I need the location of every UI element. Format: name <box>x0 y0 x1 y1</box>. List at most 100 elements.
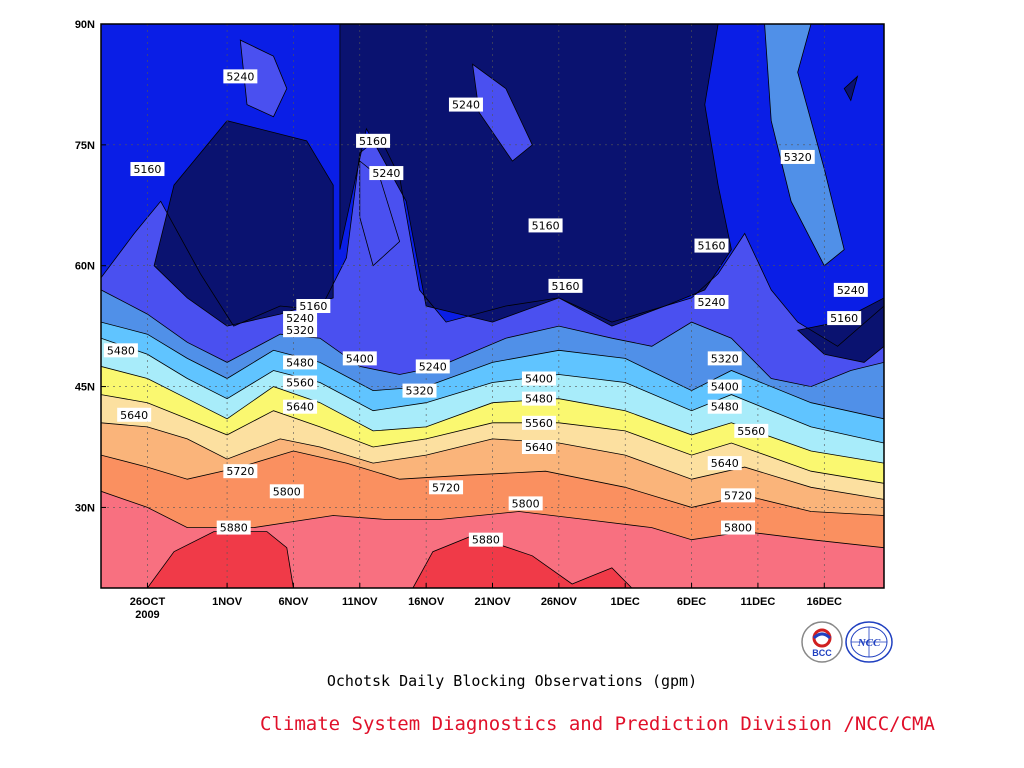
contour-label-box <box>283 399 318 414</box>
contour-label: 5400 <box>521 371 556 386</box>
x-tick-label: 1DEC <box>611 596 640 608</box>
contour-label: 5880 <box>216 520 251 535</box>
contour-label-text: 5640 <box>286 401 314 414</box>
contour-label: 5880 <box>468 532 503 547</box>
contour-label-box <box>283 355 318 370</box>
contour-label-text: 5400 <box>525 373 553 386</box>
contour-label-text: 5720 <box>724 489 752 502</box>
contour-label-box <box>356 133 391 148</box>
contour-label-box <box>548 278 583 293</box>
contour-label: 5160 <box>548 278 583 293</box>
bcc-logo-text: BCC <box>812 648 832 658</box>
y-tick-label: 60N <box>75 261 95 273</box>
contour-label-box <box>707 351 742 366</box>
contour-label: 5160 <box>694 238 729 253</box>
contour-label: 5160 <box>528 218 563 233</box>
contour-label-text: 5560 <box>286 377 314 390</box>
contour-label: 5640 <box>283 399 318 414</box>
ncc-logo: NCC <box>845 621 893 663</box>
contour-label: 5640 <box>707 456 742 471</box>
x-tick-label: 16DEC <box>807 596 843 608</box>
contour-label-box <box>521 415 556 430</box>
contour-line <box>101 136 884 347</box>
contour-label-box <box>130 162 165 177</box>
low-blob <box>153 120 334 327</box>
contour-label-box <box>521 371 556 386</box>
contour-label: 5240 <box>223 69 258 84</box>
contour-label-box <box>283 311 318 326</box>
contour-label-text: 5480 <box>525 393 553 406</box>
contour-label-text: 5160 <box>299 300 327 313</box>
x-tick-label: 16NOV <box>408 596 445 608</box>
ncc-logo-text: NCC <box>857 637 881 649</box>
contour-label: 5160 <box>356 133 391 148</box>
contour-label-text: 5800 <box>724 522 752 535</box>
contour-label: 5720 <box>429 480 464 495</box>
contour-label-text: 5800 <box>273 485 301 498</box>
contour-label-box <box>415 359 450 374</box>
contour-label-box <box>103 343 138 358</box>
contour-label-text: 5400 <box>711 381 739 394</box>
contour-label-box <box>528 218 563 233</box>
contour-label: 5720 <box>223 464 258 479</box>
contour-label: 5720 <box>721 488 756 503</box>
x-tick-label: 11NOV <box>342 596 378 608</box>
contour-label-box <box>833 282 868 297</box>
contour-label-box <box>827 311 862 326</box>
contour-label-text: 5800 <box>512 497 540 510</box>
contour-label-text: 5560 <box>525 417 553 430</box>
contour-label-box <box>216 520 251 535</box>
contour-label-text: 5320 <box>711 352 739 365</box>
contour-label-box <box>283 323 318 338</box>
x-tick-label: 26NOV <box>541 596 578 608</box>
contour-label-text: 5240 <box>372 167 400 180</box>
contour-label-text: 5240 <box>697 296 725 309</box>
contour-label-text: 5560 <box>737 425 765 438</box>
contour-label: 5480 <box>521 391 556 406</box>
contour-label: 5160 <box>296 299 331 313</box>
contour-label-box <box>707 456 742 471</box>
contour-label: 5320 <box>780 149 815 164</box>
contour-label-text: 5320 <box>406 385 434 398</box>
mid-blob <box>239 39 288 118</box>
contour-label-text: 5880 <box>472 534 500 547</box>
y-tick-label: 75N <box>75 140 95 152</box>
contour-label-box <box>283 375 318 390</box>
contour-label-box <box>468 532 503 547</box>
contour-label-box <box>721 520 756 535</box>
contour-label: 5640 <box>117 407 152 422</box>
contour-label-text: 5240 <box>452 99 480 112</box>
contour-label: 5480 <box>283 355 318 370</box>
contour-label-box <box>780 149 815 164</box>
contour-label: 5800 <box>721 520 756 535</box>
y-tick-label: 30N <box>75 502 95 514</box>
x-tick-label: 21NOV <box>474 596 511 608</box>
contour-label: 5160 <box>130 162 165 177</box>
contour-label-box <box>521 440 556 454</box>
y-axis: 30N 45N 60N 75N 90N <box>75 19 106 514</box>
contour-label-box <box>521 391 556 406</box>
contour-line <box>101 289 884 388</box>
contour-label-box <box>117 407 152 422</box>
grid-lines <box>101 23 884 588</box>
contour-label-text: 5160 <box>830 312 858 325</box>
contour-label-text: 5880 <box>220 522 248 535</box>
contour-label-text: 5720 <box>432 481 460 494</box>
contour-label: 5480 <box>707 399 742 414</box>
chart-subtitle: Ochotsk Daily Blocking Observations (gpm… <box>326 672 698 690</box>
contour-label: 5240 <box>448 97 483 112</box>
contour-label-box <box>402 383 437 398</box>
x-tick-label: 6NOV <box>278 596 309 608</box>
contour-label-text: 5240 <box>286 312 314 325</box>
contour-label-text: 5400 <box>346 352 374 365</box>
contour-label-text: 5240 <box>226 70 254 83</box>
contour-label-text: 5320 <box>286 324 314 337</box>
contour-label-box <box>734 423 769 438</box>
contour-label-box <box>342 351 377 366</box>
contour-label: 5240 <box>369 166 404 181</box>
contour-label-text: 5160 <box>359 135 387 148</box>
x-tick-label: 11DEC <box>740 596 775 608</box>
contour-label-text: 5160 <box>133 163 161 176</box>
contour-label: 5240 <box>833 282 868 297</box>
